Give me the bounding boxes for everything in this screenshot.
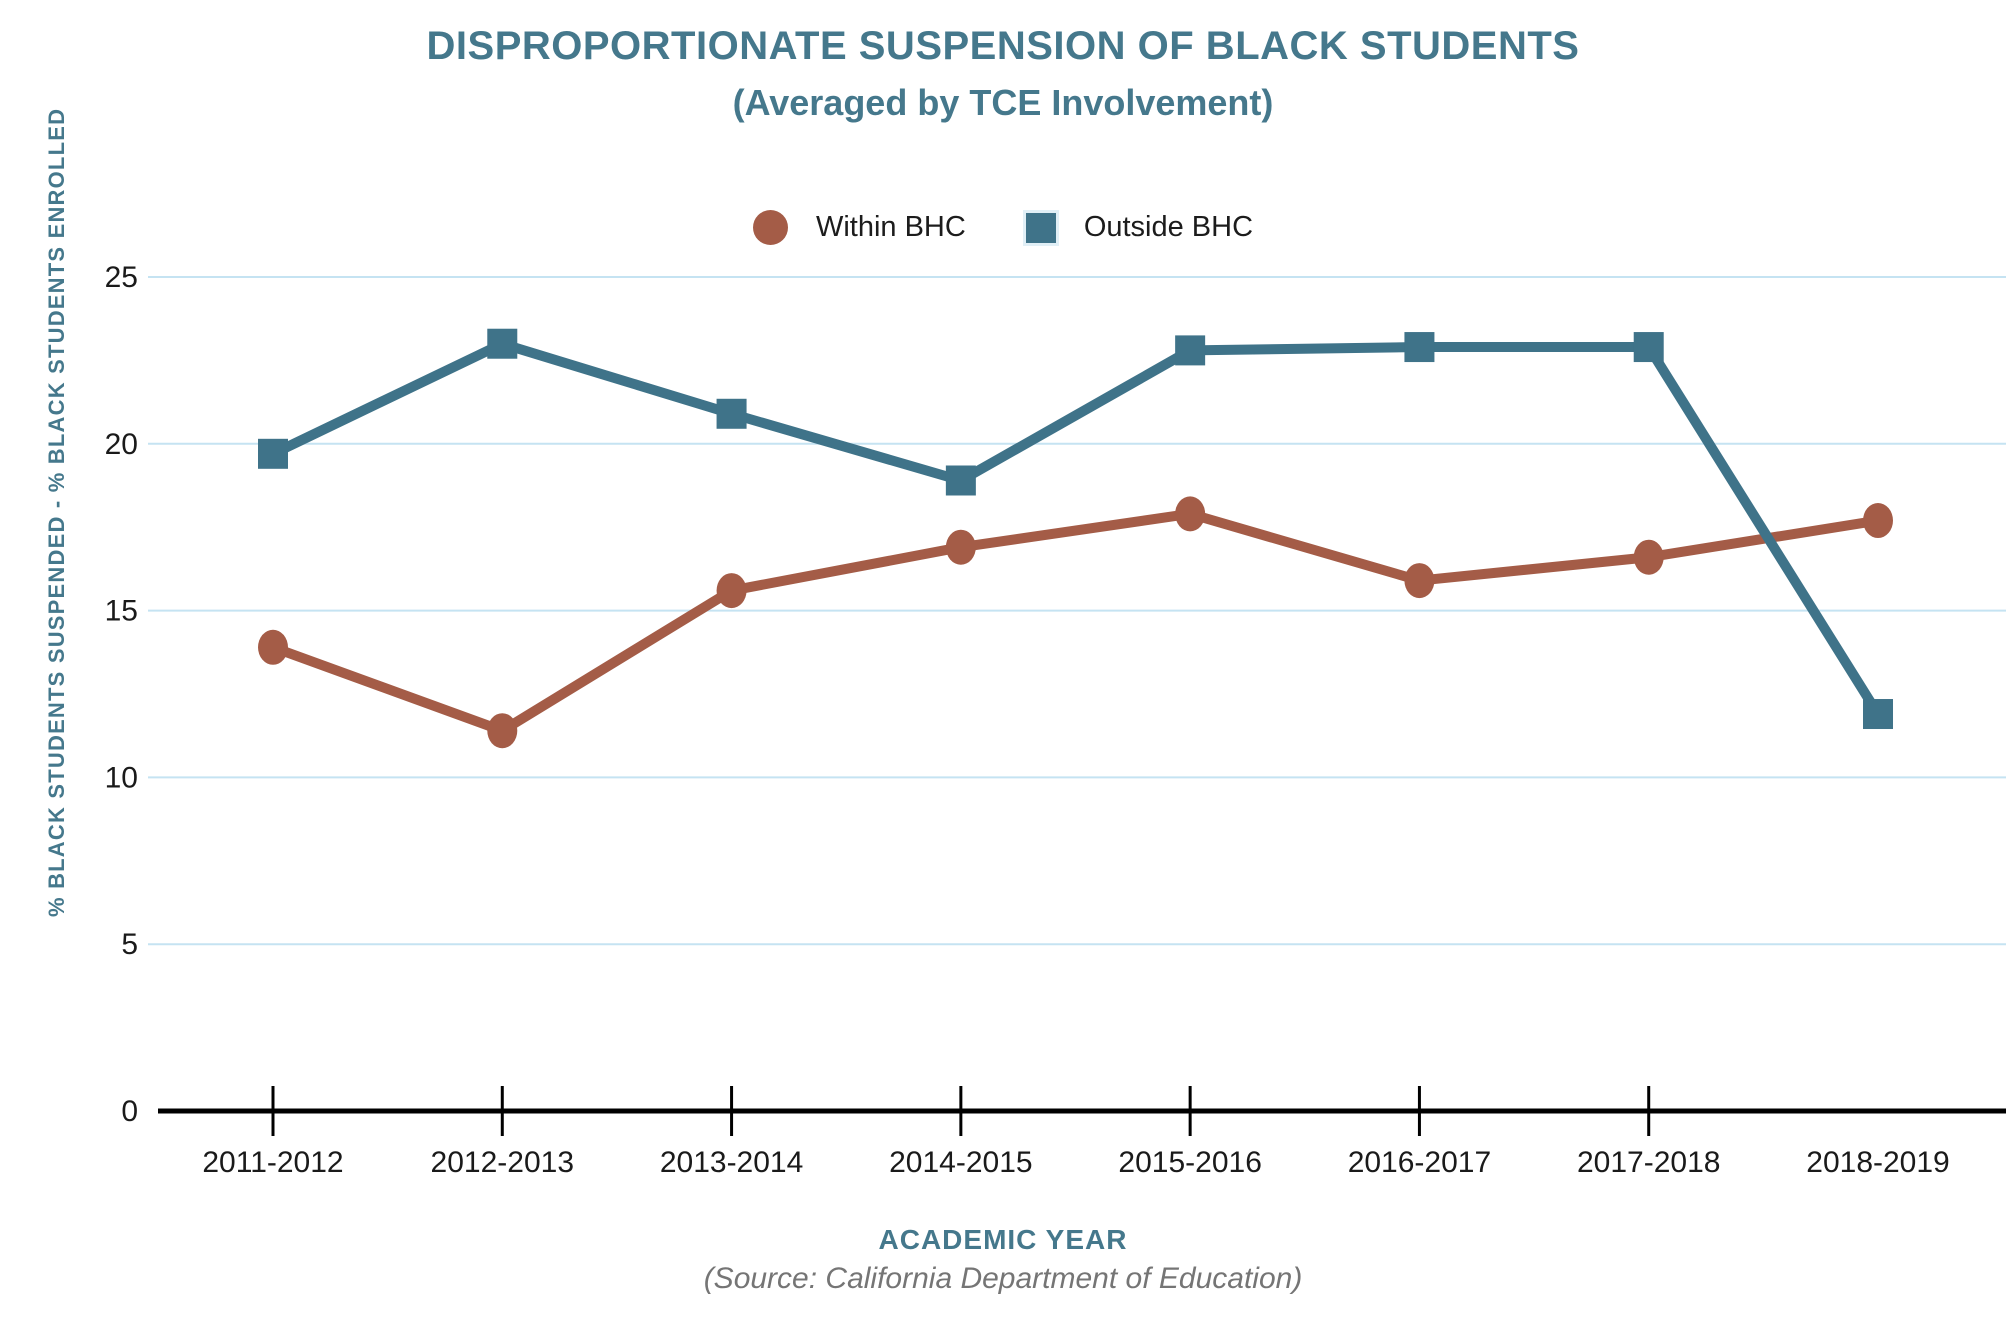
x-tick-label: 2017-2018 — [1577, 1146, 1720, 1179]
marker-within-bhc — [487, 713, 518, 749]
y-tick-label: 5 — [121, 928, 138, 961]
y-tick-label: 10 — [105, 761, 138, 794]
y-tick-label: 25 — [105, 261, 138, 294]
series-line-outside-bhc — [268, 338, 1884, 720]
legend: Within BHC Outside BHC — [0, 210, 2006, 245]
x-tick-label: 2012-2013 — [431, 1146, 574, 1179]
outside-bhc-square-icon — [1025, 212, 1056, 243]
marker-outside-bhc — [1175, 335, 1206, 366]
legend-item-within-bhc: Within BHC — [752, 210, 966, 245]
x-tick-label: 2016-2017 — [1348, 1146, 1491, 1179]
marker-within-bhc — [1175, 496, 1206, 532]
x-tick-label: 2014-2015 — [889, 1146, 1032, 1179]
marker-outside-bhc — [1404, 332, 1435, 363]
marker-within-bhc — [716, 573, 747, 609]
legend-label-within-bhc: Within BHC — [815, 211, 966, 243]
y-tick-label: 20 — [105, 428, 138, 461]
y-axis-title: % BLACK STUDENTS SUSPENDED - % BLACK STU… — [44, 107, 69, 917]
marker-within-bhc — [945, 529, 976, 565]
marker-outside-bhc — [1633, 332, 1664, 363]
marker-outside-bhc — [945, 465, 976, 496]
chart-title: DISPROPORTIONATE SUSPENSION OF BLACK STU… — [426, 24, 1580, 68]
marker-within-bhc — [258, 629, 288, 665]
x-tick-label: 2011-2012 — [202, 1146, 343, 1179]
series-line-within-bhc — [268, 508, 1884, 736]
x-tick-label: 2013-2014 — [660, 1146, 803, 1179]
x-tick-label: 2015-2016 — [1118, 1146, 1261, 1179]
chart-subtitle: (Averaged by TCE Involvement) — [732, 82, 1274, 123]
marker-within-bhc — [1863, 503, 1894, 539]
marker-within-bhc — [1404, 563, 1435, 599]
marker-outside-bhc — [716, 398, 747, 429]
legend-item-outside-bhc: Outside BHC — [1025, 211, 1254, 244]
marker-within-bhc — [1633, 539, 1664, 575]
source-note: (Source: California Department of Educat… — [703, 1262, 1303, 1295]
marker-outside-bhc — [1863, 699, 1894, 730]
x-axis-title: ACADEMIC YEAR — [878, 1224, 1128, 1255]
marker-outside-bhc — [258, 438, 288, 469]
y-tick-label: 0 — [121, 1095, 138, 1128]
x-tick-label: 2018-2019 — [1806, 1146, 1949, 1179]
marker-outside-bhc — [487, 328, 518, 359]
legend-label-outside-bhc: Outside BHC — [1083, 211, 1254, 243]
within-bhc-circle-icon — [752, 210, 788, 245]
y-tick-label: 15 — [105, 595, 138, 628]
